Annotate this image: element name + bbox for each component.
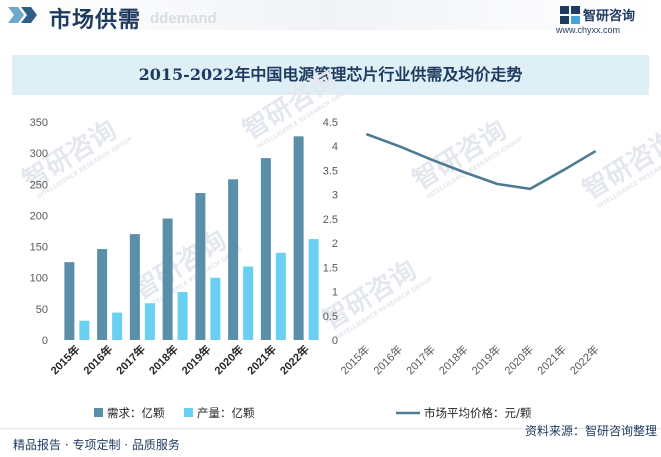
bar-output — [79, 320, 90, 340]
y-tick-label: 1 — [332, 287, 338, 299]
chart-title: 2015-2022年中国电源管理芯片行业供需及均价走势 — [138, 65, 523, 84]
chart-title-band — [12, 55, 649, 95]
bar-output — [308, 239, 319, 340]
y-tick-label: 100 — [30, 273, 48, 285]
x-tick-label: 2022年 — [277, 342, 312, 377]
x-tick-label: 2020年 — [501, 342, 536, 377]
bar-demand — [293, 136, 304, 340]
x-tick-label: 2017年 — [113, 342, 148, 377]
chevron-right-icon — [8, 7, 37, 23]
bar-demand — [129, 234, 140, 340]
y-tick-label: 350 — [30, 117, 48, 129]
legend-swatch-demand — [94, 408, 103, 417]
x-tick-label: 2022年 — [567, 342, 602, 377]
x-tick-label: 2018年 — [146, 342, 181, 377]
header-watermark: ddemand — [150, 10, 217, 27]
y-tick-label: 3 — [332, 190, 338, 202]
header-band — [0, 0, 661, 30]
bar-demand — [195, 193, 206, 340]
x-tick-label: 2017年 — [403, 342, 438, 377]
x-tick-label: 2021年 — [534, 342, 569, 377]
bar-output — [243, 266, 254, 340]
y-tick-label: 4.5 — [323, 117, 338, 129]
legend-label-demand: 需求：亿颗 — [107, 406, 165, 420]
x-tick-label: 2018年 — [436, 342, 471, 377]
page-title: 市场供需 — [49, 7, 142, 33]
y-tick-label: 2 — [332, 238, 338, 250]
y-tick-label: 2.5 — [323, 214, 338, 226]
legend-label-output: 产量：亿颗 — [197, 406, 255, 420]
x-tick-label: 2015年 — [338, 342, 373, 377]
x-tick-label: 2016年 — [80, 342, 115, 377]
y-tick-label: 1.5 — [323, 262, 338, 274]
bar-output — [144, 303, 155, 340]
source-note: 资料来源：智研咨询整理 — [524, 424, 657, 438]
legend: 需求：亿颗 产量：亿颗 市场平均价格：元/颗 — [94, 406, 532, 420]
footer-divider — [0, 428, 661, 429]
y-tick-label: 0.5 — [323, 311, 338, 323]
price-line — [365, 132, 597, 191]
y-tick-label: 200 — [30, 210, 48, 222]
bar-demand — [260, 158, 271, 340]
y-tick-label: 4 — [332, 141, 338, 153]
x-tick-label: 2021年 — [244, 342, 279, 377]
x-tick-label: 2016年 — [370, 342, 405, 377]
bar-demand — [228, 179, 239, 340]
x-tick-label: 2020年 — [211, 342, 246, 377]
bar-output — [210, 277, 221, 340]
y-tick-label: 250 — [30, 179, 48, 191]
bar-output — [177, 292, 188, 340]
y-tick-label: 300 — [30, 148, 48, 160]
bar-demand — [97, 249, 108, 340]
legend-label-price: 市场平均价格：元/颗 — [424, 406, 532, 420]
footer-slogan: 精品报告 · 专项定制 · 品质服务 — [13, 438, 180, 452]
bar-output — [112, 312, 123, 340]
y-tick-label: 150 — [30, 242, 48, 254]
y-tick-label: 0 — [332, 335, 338, 347]
brand-logo-icon — [560, 6, 580, 24]
y-tick-label: 0 — [42, 335, 48, 347]
bar-demand — [162, 218, 173, 340]
y-tick-label: 50 — [36, 304, 48, 316]
legend-swatch-output — [184, 408, 193, 417]
x-tick-label: 2019年 — [469, 342, 504, 377]
x-tick-label: 2019年 — [179, 342, 214, 377]
bar-demand — [64, 262, 75, 340]
y-tick-label: 3.5 — [323, 165, 338, 177]
brand-name: 智研咨询 — [583, 9, 636, 24]
brand-url: www.chyxx.com — [556, 25, 621, 35]
bar-output — [275, 252, 286, 340]
x-tick-label: 2015年 — [48, 342, 83, 377]
